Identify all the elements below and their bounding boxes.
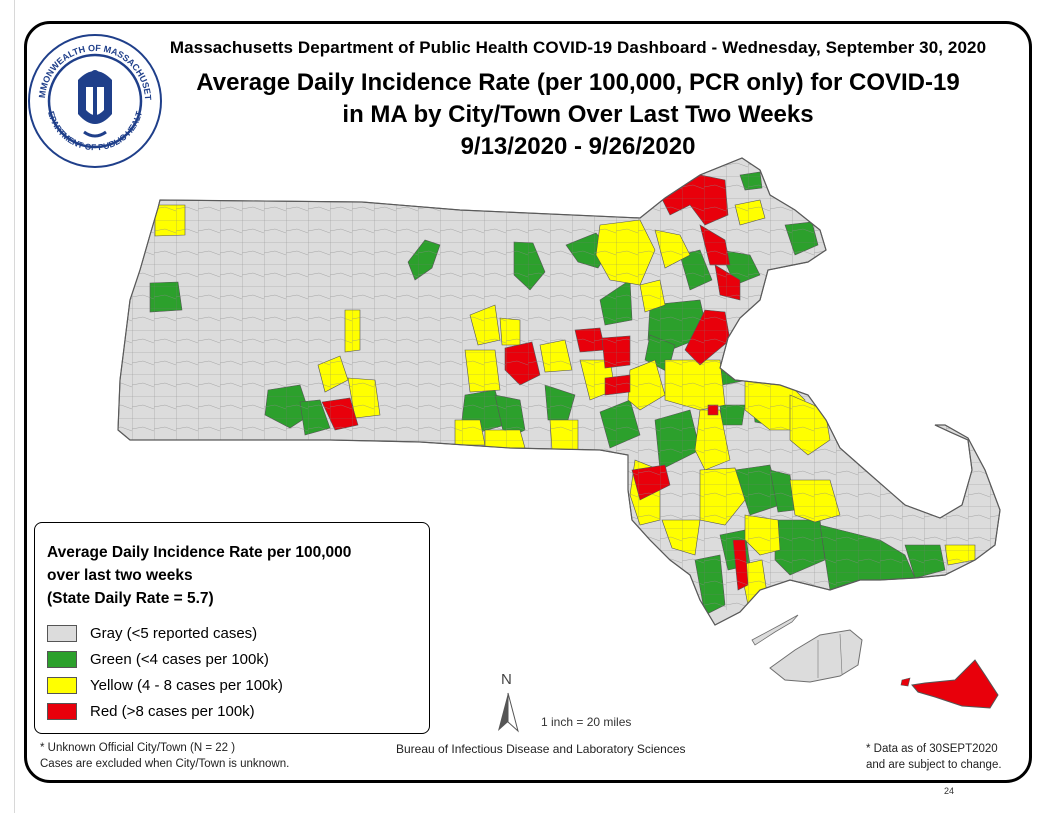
- legend-label-red: Red (>8 cases per 100k): [90, 702, 255, 720]
- date-range: 9/13/2020 - 9/26/2020: [460, 133, 696, 160]
- legend-item-green: Green (<4 cases per 100k): [47, 649, 269, 669]
- unknown-towns-note: * Unknown Official City/Town (N = 22 ) C…: [40, 740, 289, 772]
- north-label: N: [501, 671, 512, 688]
- legend-swatch-green: [47, 650, 77, 668]
- map-scale: 1 inch = 20 miles: [541, 715, 632, 729]
- legend-label-yellow: Yellow (4 - 8 cases per 100k): [90, 676, 283, 694]
- page-edge: [0, 0, 15, 813]
- page-number: 24: [944, 786, 955, 796]
- legend-title-line2: over last two weeks: [47, 567, 193, 584]
- state-seal-icon: COMMONWEALTH OF MASSACHUSETTS DEPARTMENT…: [26, 32, 162, 168]
- elizabeth-islands: [751, 614, 799, 646]
- legend-swatch-red: [47, 702, 77, 720]
- data-as-of-line1: * Data as of 30SEPT2020: [866, 743, 998, 755]
- legend-title-line1: Average Daily Incidence Rate per 100,000: [47, 544, 352, 561]
- legend-label-gray: Gray (<5 reported cases): [90, 624, 258, 642]
- unknown-towns-line1: * Unknown Official City/Town (N = 22 ): [40, 742, 236, 754]
- legend-label-green: Green (<4 cases per 100k): [90, 650, 269, 668]
- legend-item-yellow: Yellow (4 - 8 cases per 100k): [47, 675, 283, 695]
- legend-box: Average Daily Incidence Rate per 100,000…: [34, 522, 430, 734]
- marthas-vineyard: [769, 629, 863, 683]
- bureau-credit: Bureau of Infectious Disease and Laborat…: [396, 742, 686, 756]
- map-title-line1: Average Daily Incidence Rate (per 100,00…: [196, 69, 960, 96]
- map-title-line2: in MA by City/Town Over Last Two Weeks: [342, 101, 814, 128]
- legend-title: Average Daily Incidence Rate per 100,000…: [47, 541, 427, 610]
- north-arrow-icon: [498, 692, 519, 733]
- legend-swatch-gray: [47, 624, 77, 642]
- legend-item-red: Red (>8 cases per 100k): [47, 701, 255, 721]
- legend-item-gray: Gray (<5 reported cases): [47, 623, 257, 643]
- data-as-of-note: * Data as of 30SEPT2020 and are subject …: [866, 741, 1002, 773]
- dashboard-header: Massachusetts Department of Public Healt…: [169, 38, 987, 57]
- nantucket: [911, 659, 999, 709]
- legend-swatch-yellow: [47, 676, 77, 694]
- unknown-towns-line2: Cases are excluded when City/Town is unk…: [40, 758, 290, 770]
- legend-title-line3: (State Daily Rate = 5.7): [47, 590, 214, 607]
- data-as-of-line2: and are subject to change.: [866, 759, 1002, 771]
